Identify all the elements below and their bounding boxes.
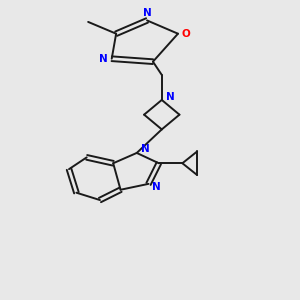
Text: N: N <box>98 54 107 64</box>
Text: N: N <box>166 92 174 102</box>
Text: N: N <box>141 144 149 154</box>
Text: N: N <box>152 182 161 192</box>
Text: N: N <box>143 8 152 18</box>
Text: O: O <box>182 29 190 39</box>
